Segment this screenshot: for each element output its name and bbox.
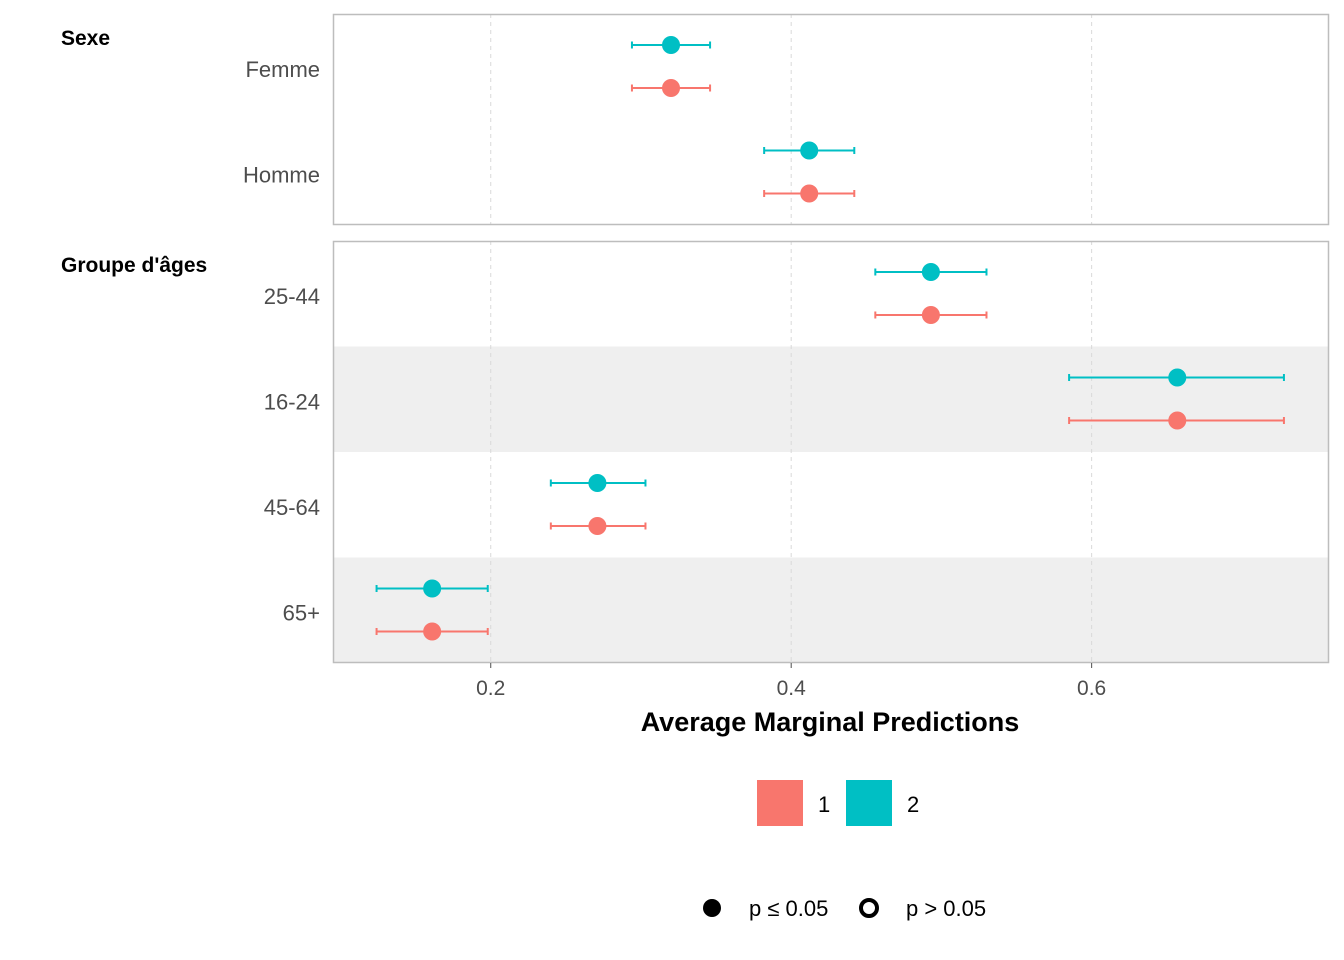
- row-label: 45-64: [264, 495, 320, 520]
- x-axis: 0.2 0.4 0.6: [476, 663, 1106, 700]
- estimate-series-1: [763, 184, 856, 203]
- row-label: 25-44: [264, 284, 320, 309]
- point-estimate: [1168, 411, 1187, 430]
- legend-shape-label: p > 0.05: [906, 896, 986, 921]
- point-estimate: [800, 184, 819, 203]
- estimate-series-1: [375, 622, 489, 641]
- point-estimate: [423, 622, 442, 641]
- legend-shape-label: p ≤ 0.05: [749, 896, 828, 921]
- row-label: Femme: [245, 57, 320, 82]
- point-estimate: [1168, 368, 1187, 387]
- estimate-series-2: [874, 263, 988, 281]
- panels: Sexe Femme Homme Groupe d'âges 25-44 16-24 45-…: [61, 13, 1330, 664]
- estimate-series-2: [549, 474, 647, 492]
- estimate-series-2: [375, 579, 489, 598]
- point-estimate: [588, 517, 607, 535]
- estimate-series-1: [874, 306, 988, 324]
- row-label: 16-24: [264, 390, 320, 415]
- point-estimate: [800, 141, 819, 160]
- panel-border: [332, 13, 1330, 226]
- point-estimate: [662, 79, 681, 97]
- facet-title: Groupe d'âges: [61, 254, 207, 277]
- row-label: 65+: [283, 601, 320, 626]
- estimate-series-1: [549, 517, 647, 535]
- legend-label: 2: [907, 792, 919, 817]
- panel-border: [332, 240, 1330, 664]
- legend-significance: p ≤ 0.05 p > 0.05: [703, 896, 986, 921]
- legend-shape-hollow: [859, 898, 879, 918]
- point-estimate: [588, 474, 607, 492]
- estimate-series-2: [763, 141, 856, 160]
- x-tick-label: 0.4: [777, 677, 807, 700]
- estimate-series-1: [630, 79, 712, 97]
- legend-label: 1: [818, 792, 830, 817]
- panel-1: Sexe Femme Homme: [61, 13, 1330, 226]
- facet-title: Sexe: [61, 27, 110, 50]
- point-estimate: [921, 306, 940, 324]
- point-estimate: [921, 263, 940, 281]
- legend-swatch-2: [846, 780, 892, 826]
- panel-background: [333, 14, 1329, 225]
- legend-swatch-1: [757, 780, 803, 826]
- x-tick-label: 0.6: [1077, 677, 1106, 700]
- x-axis-title: Average Marginal Predictions: [641, 707, 1020, 737]
- estimate-series-2: [630, 36, 712, 54]
- legend-shape-filled: [703, 899, 721, 917]
- row-band: [333, 557, 1329, 663]
- point-estimate: [423, 579, 442, 598]
- row-band: [333, 346, 1329, 452]
- point-estimate: [662, 36, 681, 54]
- estimate-series-1: [1068, 411, 1285, 430]
- panel-2: Groupe d'âges 25-44 16-24 45-64 65+: [61, 240, 1330, 664]
- row-label: Homme: [243, 163, 320, 188]
- estimate-series-2: [1068, 368, 1285, 387]
- x-tick-label: 0.2: [476, 677, 505, 700]
